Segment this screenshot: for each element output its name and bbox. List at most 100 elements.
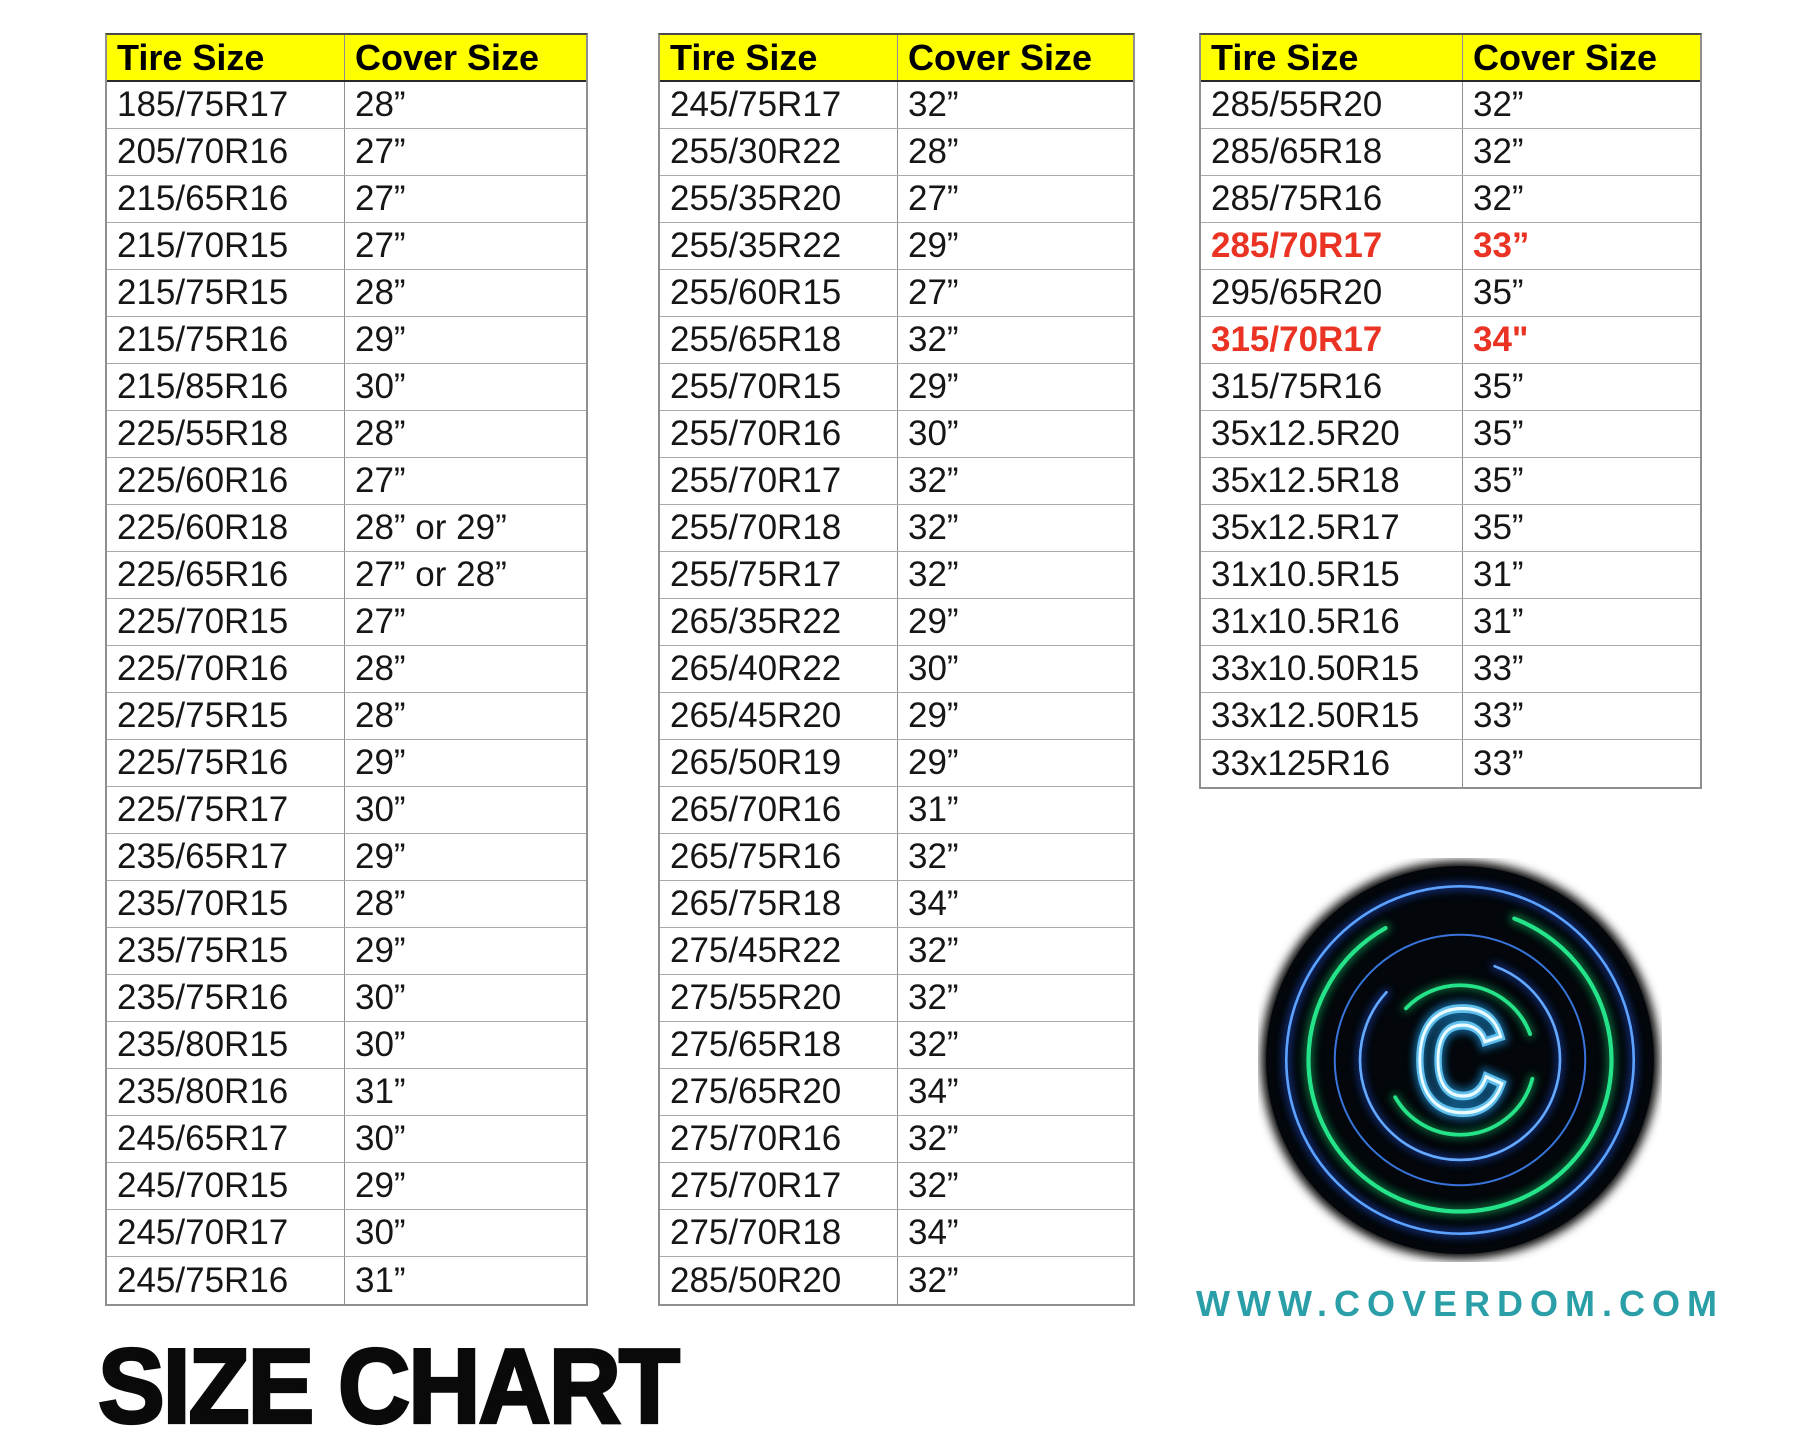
table-row: 235/75R15 29” [107,928,586,975]
logo-letter-mid: C [1415,978,1506,1143]
cover-size-cell: 35” [1473,461,1524,500]
cover-size-cell: 27” [355,602,406,641]
cover-size-cell: 32” [908,555,959,594]
tire-size-cell: 225/75R16 [107,740,345,786]
table-row: 215/65R16 27” [107,176,586,223]
coverdom-logo: C C C [1261,861,1659,1259]
cover-size-cell: 32” [908,931,959,970]
table-row: 255/60R15 27” [660,270,1133,317]
cover-size-cell: 33” [1473,226,1530,265]
neon-ring-green-inner [1383,983,1537,1137]
cover-size-cell: 34" [1473,320,1529,359]
tire-size-cell: 245/65R17 [107,1116,345,1162]
table-row: 245/75R16 31” [107,1257,586,1304]
cover-size-cell: 32” [1473,179,1524,218]
table-row: 265/40R22 30” [660,646,1133,693]
tire-size-cell: 235/75R15 [107,928,345,974]
page-title: SIZE CHART [97,1325,682,1440]
tire-size-cell: 31x10.5R15 [1201,552,1463,598]
table-row: 255/70R18 32” [660,505,1133,552]
table-row: 275/55R20 32” [660,975,1133,1022]
table-header-row: Tire Size Cover Size [107,35,586,82]
cover-size-cell: 27” [908,273,959,312]
cover-size-cell: 35” [1473,273,1524,312]
cover-size-cell: 28” [355,696,406,735]
tire-size-cell: 31x10.5R16 [1201,599,1463,645]
cover-size-cell: 29” [355,1166,406,1205]
table-row: 285/55R20 32” [1201,82,1700,129]
cover-size-cell: 29” [908,696,959,735]
neon-ring-green-outer [1306,906,1614,1214]
table-row: 31x10.5R16 31” [1201,599,1700,646]
table-header-row: Tire Size Cover Size [1201,35,1700,82]
table-row: 285/70R17 33” [1201,223,1700,270]
logo-letter: C C C [1408,971,1513,1150]
cover-size-cell: 29” [908,226,959,265]
tire-size-cell: 255/70R18 [660,505,898,551]
cover-size-cell: 32” [908,1260,959,1300]
table-row: 225/75R17 30” [107,787,586,834]
tire-size-cell: 285/50R20 [660,1257,898,1304]
tire-size-cell: 245/70R15 [107,1163,345,1209]
logo-disc [1266,866,1654,1254]
table-row: 235/80R16 31” [107,1069,586,1116]
cover-size-cell: 28” [355,884,406,923]
cover-size-cell: 32” [908,1025,959,1064]
cover-size-cell: 30” [355,978,406,1017]
tire-size-cell: 225/60R18 [107,505,345,551]
tire-size-cell: 235/70R15 [107,881,345,927]
cover-size-cell: 31” [1473,555,1524,594]
cover-size-cell: 34” [908,1072,959,1111]
tire-size-cell: 295/65R20 [1201,270,1463,316]
table-row: 225/75R16 29” [107,740,586,787]
cover-size-header: Cover Size [1473,36,1658,78]
tire-size-cell: 315/75R16 [1201,364,1463,410]
table-row: 35x12.5R17 35” [1201,505,1700,552]
tire-size-cell: 225/70R15 [107,599,345,645]
table-row: 285/65R18 32” [1201,129,1700,176]
table-row: 245/70R17 30” [107,1210,586,1257]
tire-size-cell: 275/70R16 [660,1116,898,1162]
cover-size-cell: 31” [355,1072,406,1111]
tire-size-cell: 255/70R16 [660,411,898,457]
table-row: 255/70R15 29” [660,364,1133,411]
tire-size-cell: 285/65R18 [1201,129,1463,175]
tire-size-cell: 225/75R17 [107,787,345,833]
cover-size-cell: 28” [355,649,406,688]
cover-size-cell: 30” [355,1119,406,1158]
tire-size-cell: 245/75R17 [660,82,898,128]
cover-size-cell: 27” [355,179,406,218]
cover-size-cell: 32” [1473,85,1524,124]
tire-size-cell: 255/35R22 [660,223,898,269]
table-row: 33x10.50R15 33” [1201,646,1700,693]
tire-size-table-middle: Tire Size Cover Size 245/75R17 32” 255/3… [658,33,1135,1306]
tire-size-cell: 215/70R15 [107,223,345,269]
cover-size-cell: 32” [908,508,959,547]
tire-size-cell: 33x125R16 [1201,740,1463,787]
tire-size-cell: 255/30R22 [660,129,898,175]
tire-size-cell: 35x12.5R20 [1201,411,1463,457]
cover-size-header: Cover Size [355,36,540,78]
table-row: 255/35R22 29” [660,223,1133,270]
table-row: 225/65R16 27” or 28” [107,552,586,599]
cover-size-cell: 32” [908,978,959,1017]
neon-ring-blue-mid [1333,933,1587,1187]
tire-size-cell: 235/75R16 [107,975,345,1021]
tire-size-cell: 225/70R16 [107,646,345,692]
cover-size-cell: 27” or 28” [355,555,507,594]
table-row: 285/75R16 32” [1201,176,1700,223]
table-row: 245/75R17 32” [660,82,1133,129]
tire-size-cell: 255/35R20 [660,176,898,222]
tire-size-cell: 285/75R16 [1201,176,1463,222]
table-row: 315/70R17 34" [1201,317,1700,364]
tire-size-cell: 265/75R16 [660,834,898,880]
cover-size-cell: 33” [1473,743,1524,783]
tire-size-cell: 235/80R16 [107,1069,345,1115]
table-row: 215/75R16 29” [107,317,586,364]
table-row: 35x12.5R20 35” [1201,411,1700,458]
table-row: 33x12.50R15 33” [1201,693,1700,740]
tire-size-cell: 235/80R15 [107,1022,345,1068]
tire-size-cell: 265/40R22 [660,646,898,692]
cover-size-cell: 35” [1473,508,1524,547]
table-row: 235/80R15 30” [107,1022,586,1069]
